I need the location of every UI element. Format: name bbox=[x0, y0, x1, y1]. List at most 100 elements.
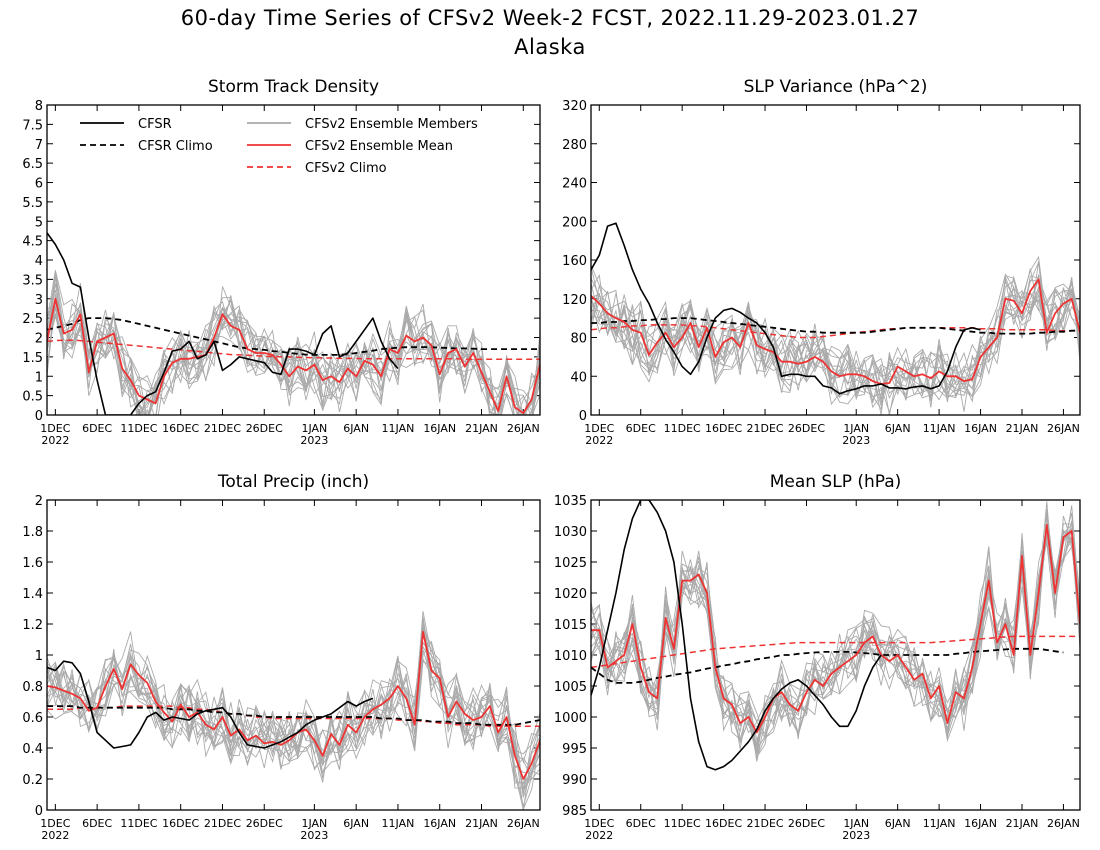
x-tick-year-label: 2023 bbox=[842, 829, 870, 842]
y-tick-label: 1.5 bbox=[22, 351, 43, 366]
y-tick-label: 0.2 bbox=[22, 773, 43, 788]
ensemble-member-line bbox=[591, 266, 1080, 412]
plot-frame bbox=[46, 104, 541, 416]
x-tick-label: 16DEC bbox=[705, 422, 742, 435]
ensemble-member-line bbox=[591, 511, 1080, 751]
y-tick-label: 1000 bbox=[554, 711, 587, 726]
y-tick-label: 1015 bbox=[554, 618, 587, 633]
legend-cfsr-climo-label: CFSR Climo bbox=[138, 139, 213, 154]
legend-ensemble-mean-label: CFSv2 Ensemble Mean bbox=[305, 139, 453, 154]
x-tick-label: 6DEC bbox=[82, 817, 112, 830]
x-tick-label: 26JAN bbox=[1047, 817, 1080, 830]
x-tick-label: 26DEC bbox=[788, 817, 825, 830]
x-tick-label: 11DEC bbox=[120, 817, 157, 830]
y-tick-label: 0 bbox=[35, 804, 43, 819]
x-tick-label: 11JAN bbox=[923, 817, 956, 830]
cfsr-line bbox=[47, 660, 374, 749]
ensemble-member-line bbox=[591, 260, 1080, 407]
cfsv2-climo-line bbox=[47, 705, 540, 728]
y-tick-label: 1025 bbox=[554, 556, 587, 571]
x-tick-label: 11JAN bbox=[382, 817, 415, 830]
x-tick-label: 11JAN bbox=[923, 422, 956, 435]
y-tick-label: 6.5 bbox=[22, 157, 43, 172]
plot-area bbox=[47, 611, 540, 810]
ensemble-member-line bbox=[591, 255, 1080, 387]
x-tick-label: 6DEC bbox=[82, 422, 112, 435]
ensemble-member-line bbox=[47, 611, 540, 810]
y-tick-label: 1.6 bbox=[22, 556, 43, 571]
cfsr-climo-line bbox=[47, 317, 540, 356]
x-tick-year-label: 2022 bbox=[585, 829, 613, 842]
x-tick-label: 16JAN bbox=[423, 422, 456, 435]
y-tick-label: 160 bbox=[562, 254, 587, 269]
x-tick-label: 6DEC bbox=[626, 422, 656, 435]
panel-2: SLP Variance (hPa^2) 0 40 80 120 160 200 240 280… bbox=[562, 77, 1081, 447]
ensemble-mean-line bbox=[591, 523, 1080, 734]
title-line-1: 60-day Time Series of CFSv2 Week-2 FCST,… bbox=[180, 6, 920, 30]
panel-3: Total Precip (inch) 0 0.2 0.4 0.6 0.8 1 1.2 1.4 1… bbox=[22, 472, 541, 842]
y-tick-label: 995 bbox=[562, 742, 587, 757]
x-tick-label: 16DEC bbox=[162, 422, 199, 435]
x-tick-label: 21DEC bbox=[746, 422, 783, 435]
x-tick-label: 26DEC bbox=[788, 422, 825, 435]
y-tick-label: 2 bbox=[35, 494, 43, 509]
y-tick-label: 2.5 bbox=[22, 312, 43, 327]
y-tick-label: 320 bbox=[562, 99, 587, 114]
ensemble-member-line bbox=[591, 268, 1080, 411]
y-tick-label: 1 bbox=[35, 370, 43, 385]
cfsr-line bbox=[591, 500, 882, 771]
y-tick-label: 40 bbox=[570, 370, 587, 385]
plot-frame bbox=[590, 499, 1081, 811]
x-tick-label: 11DEC bbox=[664, 817, 701, 830]
x-tick-label: 26JAN bbox=[507, 422, 540, 435]
ensemble-members bbox=[47, 611, 540, 810]
x-tick-label: 21DEC bbox=[746, 817, 783, 830]
title-line-2: Alaska bbox=[514, 35, 586, 59]
x-tick-label: 1JAN bbox=[301, 817, 327, 830]
plot-frame bbox=[590, 104, 1081, 416]
y-tick-label: 80 bbox=[570, 332, 587, 347]
x-tick-label: 11DEC bbox=[664, 422, 701, 435]
x-tick-label: 16DEC bbox=[162, 817, 199, 830]
y-tick-label: 1005 bbox=[554, 680, 587, 695]
x-tick-label: 21JAN bbox=[465, 817, 498, 830]
ensemble-member-line bbox=[591, 526, 1080, 762]
x-tick-label: 16DEC bbox=[705, 817, 742, 830]
x-tick-year-label: 2022 bbox=[585, 434, 613, 447]
x-tick-label: 26JAN bbox=[507, 817, 540, 830]
y-tick-label: 1.4 bbox=[22, 587, 43, 602]
ensemble-member-line bbox=[47, 641, 540, 798]
x-tick-label: 1DEC bbox=[40, 817, 70, 830]
x-tick-year-label: 2023 bbox=[300, 829, 328, 842]
ensemble-member-line bbox=[47, 301, 540, 415]
x-tick-label: 1JAN bbox=[301, 422, 327, 435]
y-tick-label: 1 bbox=[35, 649, 43, 664]
x-tick-label: 6JAN bbox=[885, 422, 911, 435]
cfsv2-climo-line bbox=[47, 339, 540, 360]
plot-frame bbox=[46, 499, 541, 811]
cfsv2-climo-line bbox=[591, 635, 1080, 669]
y-tick-label: 120 bbox=[562, 293, 587, 308]
ensemble-member-line bbox=[591, 285, 1080, 400]
panel-title: Mean SLP (hPa) bbox=[770, 472, 902, 492]
ensemble-members bbox=[47, 270, 540, 415]
y-tick-label: 5.5 bbox=[22, 196, 43, 211]
ensemble-members bbox=[591, 501, 1080, 762]
x-tick-label: 16JAN bbox=[964, 422, 997, 435]
legend-ensemble-members-label: CFSv2 Ensemble Members bbox=[305, 117, 478, 132]
y-tick-label: 0 bbox=[579, 409, 587, 424]
plot-area bbox=[591, 222, 1080, 415]
y-tick-label: 4 bbox=[35, 254, 43, 269]
ensemble-mean-line bbox=[591, 278, 1080, 385]
cfsr-climo-line bbox=[47, 705, 540, 726]
y-tick-label: 3 bbox=[35, 293, 43, 308]
x-tick-label: 6DEC bbox=[626, 817, 656, 830]
x-tick-label: 6JAN bbox=[343, 422, 369, 435]
y-tick-label: 1030 bbox=[554, 525, 587, 540]
ensemble-member-line bbox=[47, 273, 540, 415]
y-tick-label: 990 bbox=[562, 773, 587, 788]
y-tick-label: 8 bbox=[35, 99, 43, 114]
y-tick-label: 0.4 bbox=[22, 742, 43, 757]
ensemble-mean-line bbox=[47, 630, 540, 780]
x-tick-label: 1DEC bbox=[584, 817, 614, 830]
